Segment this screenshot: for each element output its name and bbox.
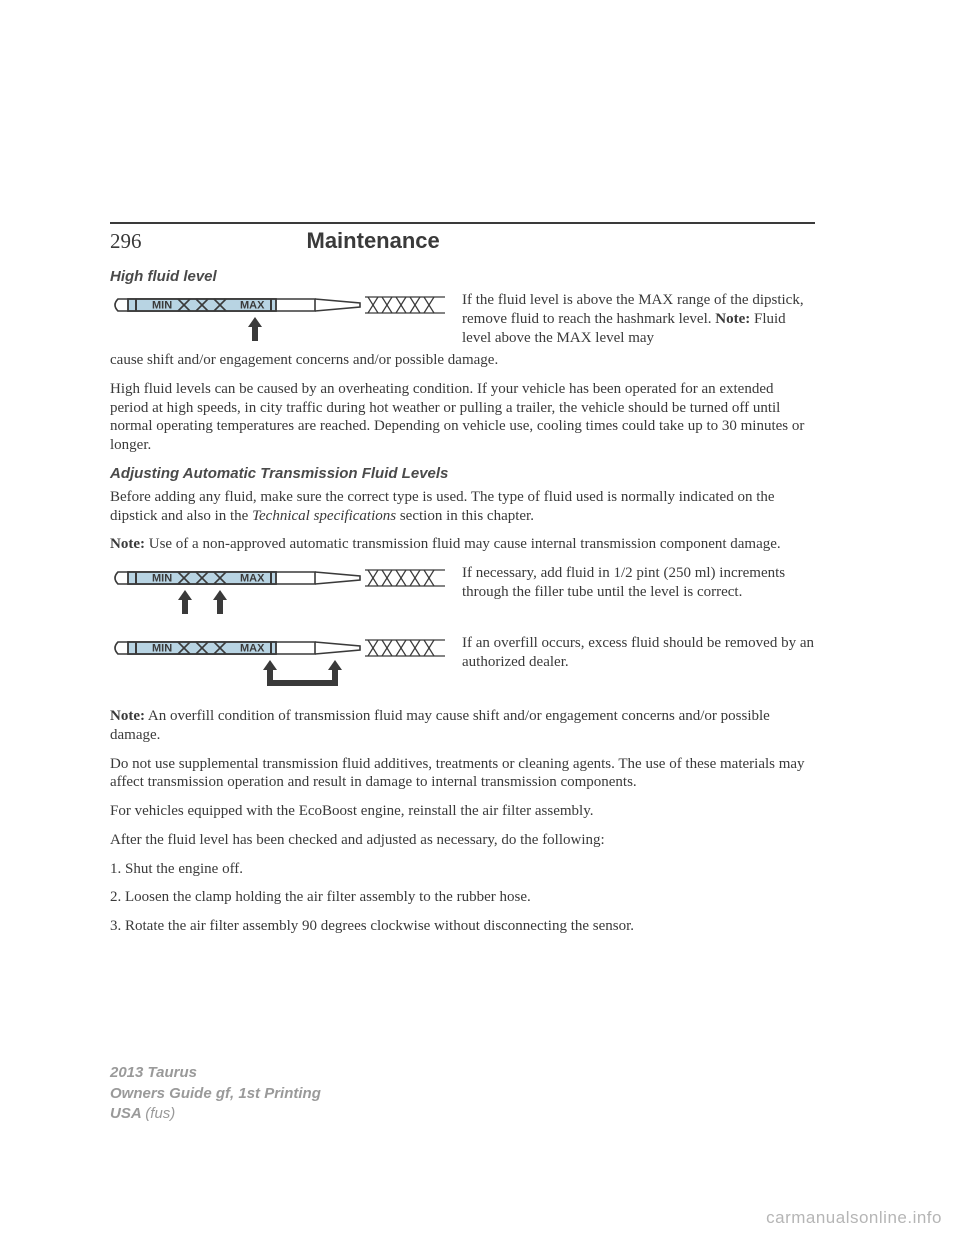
svg-text:MAX: MAX [240, 573, 265, 585]
arrow-range-icon [263, 660, 342, 686]
adjust-note1: Note: Use of a non-approved automatic tr… [110, 535, 815, 554]
min-label: MIN [152, 300, 172, 312]
page-header: 296 Maintenance [110, 228, 815, 254]
high-fluid-cont: cause shift and/or engagement concerns a… [110, 351, 815, 370]
watermark: carmanualsonline.info [766, 1208, 942, 1228]
max-label: MAX [240, 300, 265, 312]
footer-line2: Owners Guide gf, 1st Printing [110, 1084, 321, 1104]
step-2: 2. Loosen the clamp holding the air filt… [110, 888, 815, 907]
footer-line1: 2013 Taurus [110, 1063, 321, 1083]
high-fluid-block: MIN MAX If the fluid level is above the … [110, 291, 815, 351]
dipstick-diagram-overfill: MIN MAX [110, 634, 450, 697]
svg-text:MAX: MAX [240, 643, 265, 655]
footer-line3: USA (fus) [110, 1104, 321, 1124]
page-number: 296 [110, 229, 142, 254]
heading-high-fluid: High fluid level [110, 268, 815, 285]
para-supplemental: Do not use supplemental transmission flu… [110, 755, 815, 793]
dipstick-block-overfill: MIN MAX If an overfill occurs, excess fl… [110, 634, 815, 697]
footer-block: 2013 Taurus Owners Guide gf, 1st Printin… [110, 1063, 321, 1124]
step-3: 3. Rotate the air filter assembly 90 deg… [110, 917, 815, 936]
para-ecoboost: For vehicles equipped with the EcoBoost … [110, 802, 815, 821]
svg-text:MIN: MIN [152, 573, 172, 585]
header-rule [110, 222, 815, 224]
para-after-check: After the fluid level has been checked a… [110, 831, 815, 850]
dipstick-diagram-correct: MIN MAX [110, 564, 450, 624]
high-fluid-para2: High fluid levels can be caused by an ov… [110, 380, 815, 455]
adjust-para1: Before adding any fluid, make sure the c… [110, 488, 815, 526]
arrow-up-icon [178, 590, 227, 614]
dipstick-diagram-high: MIN MAX [110, 291, 450, 351]
adjust-note2: Note: An overfill condition of transmiss… [110, 707, 815, 745]
step-1: 1. Shut the engine off. [110, 860, 815, 879]
arrow-up-icon [248, 317, 262, 341]
chapter-title: Maintenance [307, 228, 440, 254]
heading-adjust: Adjusting Automatic Transmission Fluid L… [110, 465, 815, 482]
dipstick-block-correct: MIN MAX If necessary, add fluid in 1/2 p… [110, 564, 815, 624]
svg-text:MIN: MIN [152, 643, 172, 655]
